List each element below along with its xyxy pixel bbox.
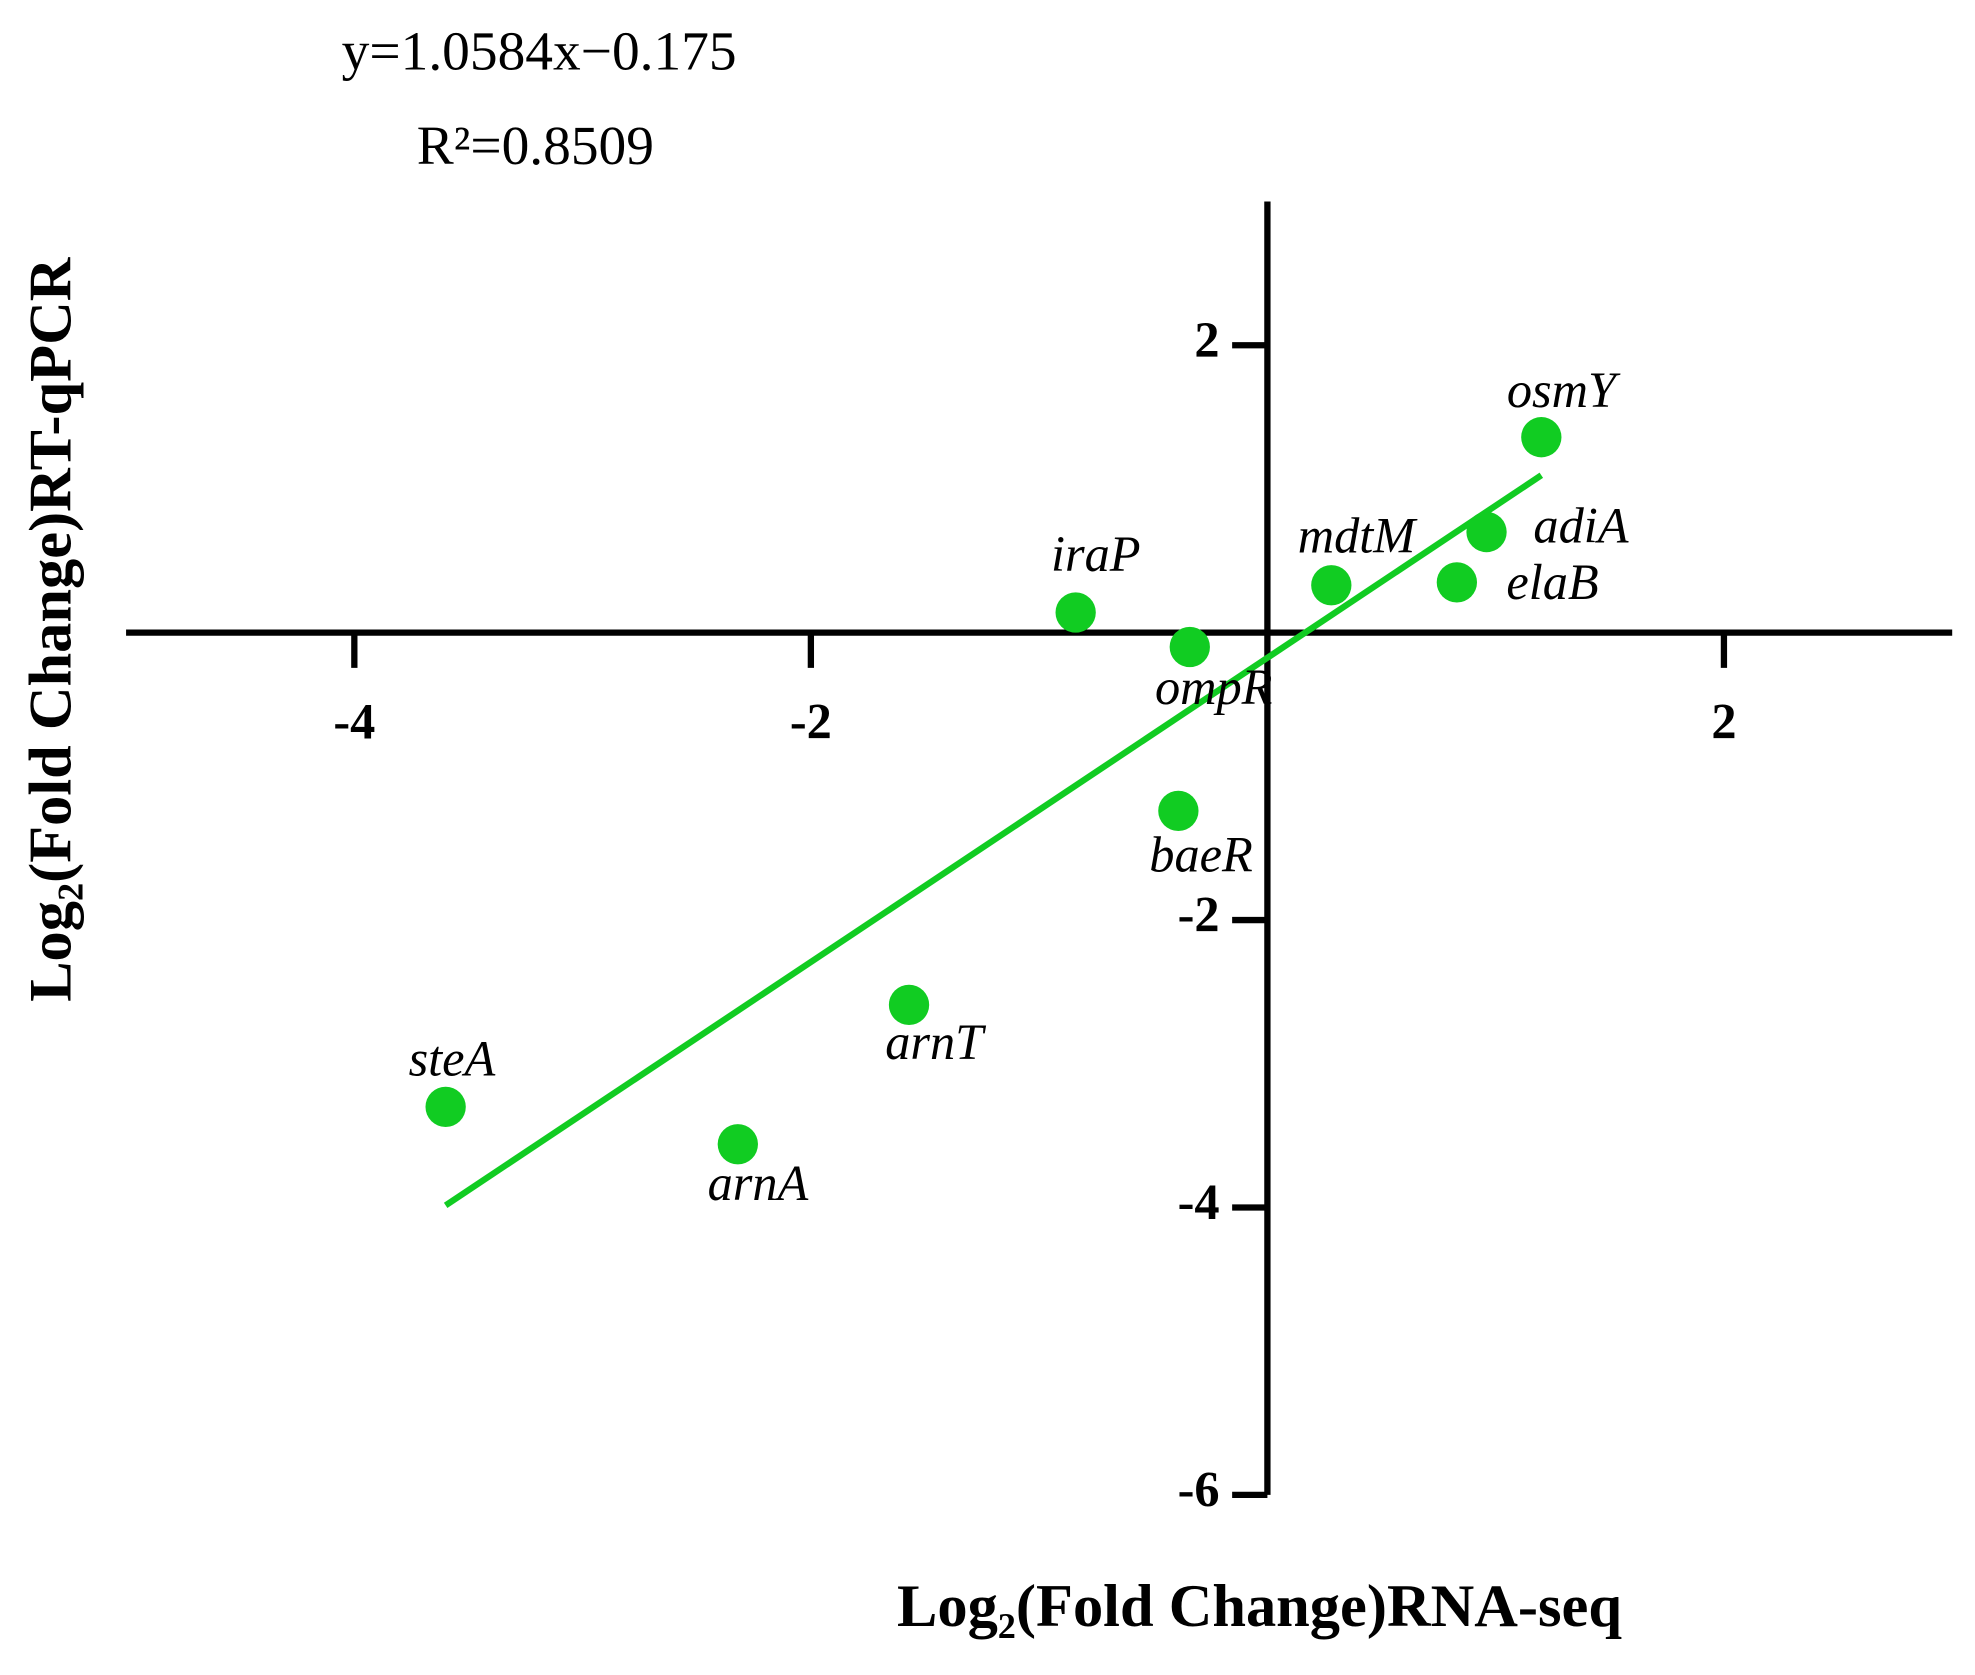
- point: [717, 1124, 758, 1165]
- point-label: iraP: [1051, 526, 1141, 582]
- point-label: adiA: [1533, 497, 1628, 553]
- x-axis-title: Log₂(Fold Change)RNA-seq: [897, 1573, 1622, 1640]
- point: [1521, 417, 1562, 458]
- point-label: ompR: [1155, 659, 1273, 715]
- point: [1055, 592, 1096, 633]
- y-axis-title: Log₂(Fold Change)RT-qPCR: [18, 256, 85, 1001]
- point: [1311, 565, 1352, 606]
- point: [1466, 511, 1507, 553]
- fit-line: [443, 472, 1544, 1208]
- x-tick-label: -2: [790, 694, 832, 750]
- y-tick-label: -2: [1178, 887, 1220, 943]
- y-tick-label: -4: [1178, 1174, 1220, 1230]
- point: [1158, 790, 1199, 831]
- point-label: arnT: [885, 1014, 986, 1070]
- point-label: baeR: [1149, 827, 1252, 883]
- equation: y=1.0584x−0.175: [342, 20, 737, 81]
- y-tick-label: 2: [1194, 312, 1219, 368]
- y-tick-label: -6: [1178, 1461, 1220, 1517]
- point-label: elaB: [1506, 554, 1598, 610]
- point: [1169, 626, 1210, 668]
- point-label: osmY: [1507, 362, 1621, 418]
- point: [1436, 562, 1478, 603]
- r-squared: R²=0.8509: [417, 115, 654, 176]
- point-label: mdtM: [1298, 508, 1419, 564]
- point: [888, 984, 930, 1026]
- x-tick-label: -4: [333, 694, 375, 750]
- x-tick-label: 2: [1711, 694, 1736, 750]
- point: [425, 1086, 466, 1128]
- point-label: arnA: [708, 1155, 809, 1211]
- point-label: steA: [409, 1031, 496, 1087]
